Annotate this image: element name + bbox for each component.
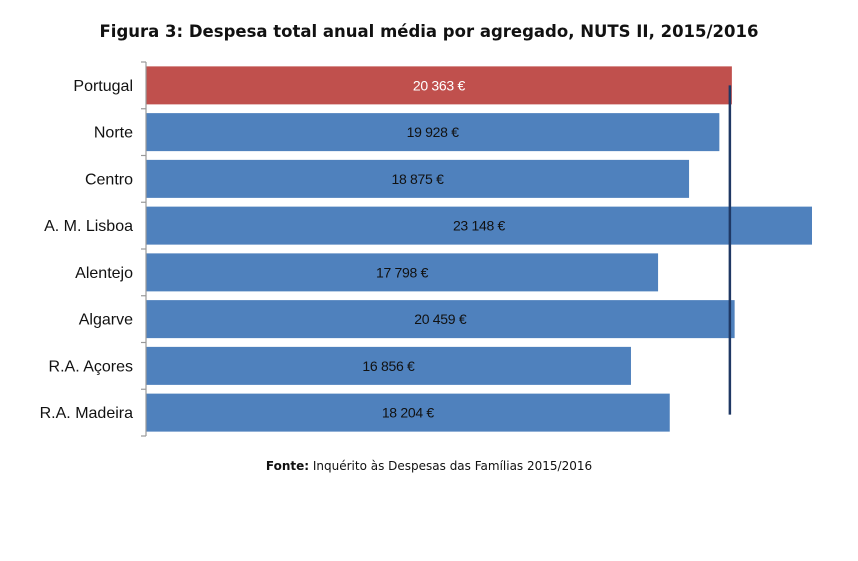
source-note: Fonte: Inquérito às Despesas das Família… [0, 459, 858, 473]
category-label-2: Centro [85, 171, 133, 188]
data-label-6: 16 856 € [362, 358, 415, 374]
data-label-7: 18 204 € [382, 405, 435, 421]
chart-title: Figura 3: Despesa total anual média por … [99, 22, 759, 41]
source-prefix: Fonte: [265, 459, 310, 473]
category-label-4: Alentejo [75, 265, 133, 282]
data-label-3: 23 148 € [453, 218, 506, 234]
bar-2 [146, 159, 690, 198]
data-label-0: 20 363 € [413, 77, 466, 93]
data-label-5: 20 459 € [414, 311, 467, 327]
data-label-2: 18 875 € [391, 171, 444, 187]
bar-3 [146, 206, 812, 245]
bar-5 [146, 300, 735, 339]
bar-0 [146, 66, 732, 105]
source-text: Inquérito às Despesas das Famílias 2015/… [309, 459, 593, 473]
bar-4 [146, 253, 659, 292]
data-label-4: 17 798 € [376, 264, 429, 280]
category-label-6: R.A. Açores [49, 358, 133, 375]
bar-6 [146, 346, 631, 385]
category-label-0: Portugal [73, 78, 133, 95]
category-label-5: Algarve [79, 312, 133, 329]
category-label-3: A. M. Lisboa [44, 218, 133, 235]
data-label-1: 19 928 € [407, 124, 460, 140]
bar-1 [146, 113, 720, 152]
category-label-7: R.A. Madeira [40, 405, 133, 422]
bar-7 [146, 393, 670, 432]
category-label-1: Norte [94, 125, 133, 142]
